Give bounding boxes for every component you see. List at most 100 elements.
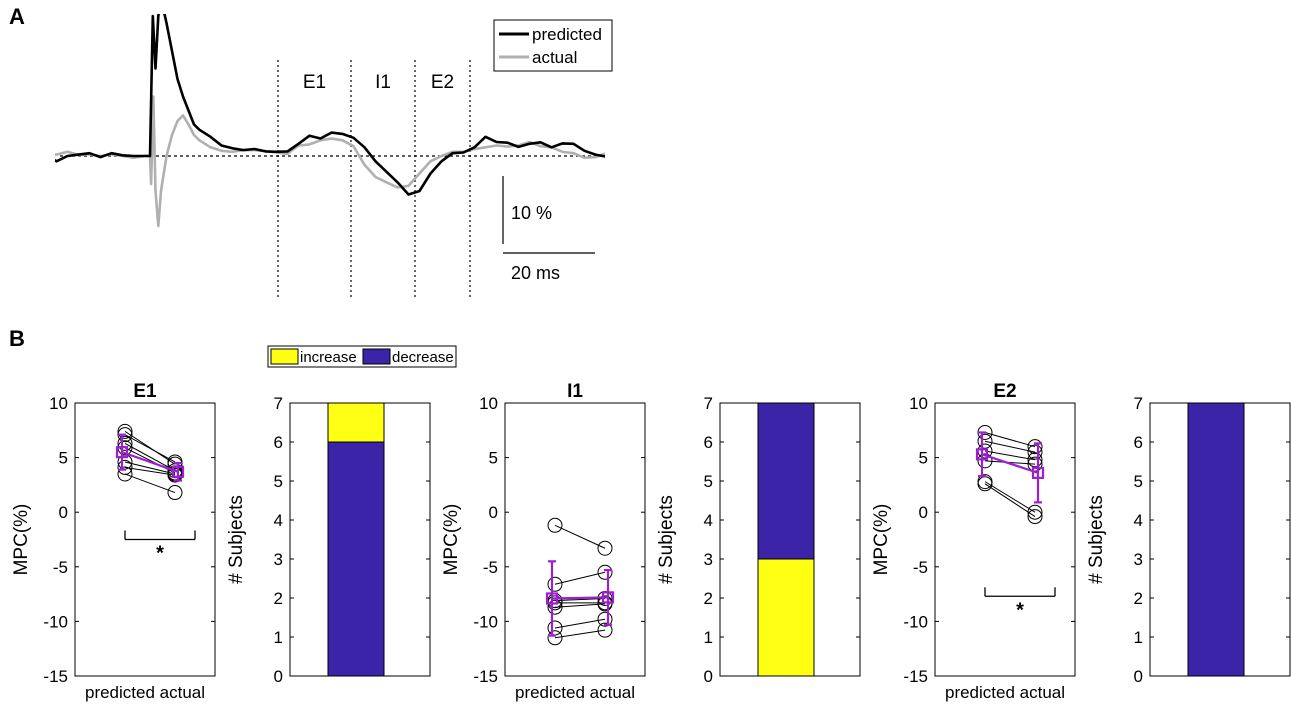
b-i1-count-ytick-label: 6 — [704, 433, 713, 452]
b-i1-count-bar-increase — [757, 558, 815, 677]
b-e1-ytick-label: 10 — [49, 394, 68, 413]
b-e2-subject-point-actual — [1027, 452, 1043, 468]
b-e1-subject-line-3 — [124, 442, 176, 472]
b-e2-title: E2 — [993, 381, 1016, 402]
b-e1-subject-point-predicted — [117, 435, 133, 451]
b-e1-subject-line-7 — [124, 473, 176, 494]
b-i1-ytick-label: -15 — [473, 667, 498, 686]
b-i1-ytick-label: 0 — [489, 503, 498, 522]
b-e1-count-ytick-label: 2 — [274, 589, 283, 608]
b-i1-mean-line — [551, 596, 609, 600]
b-i1-subject-point-predicted — [547, 630, 563, 646]
b-i1-subject-line-7 — [554, 629, 606, 639]
b-i1-subject-line-3 — [554, 597, 606, 602]
trace-predicted — [55, 14, 605, 196]
b-e1-significance-label: * — [156, 543, 164, 565]
legend-b-box — [267, 345, 457, 368]
b-e2-subject-line-2 — [984, 440, 1036, 453]
b-e2-subject-point-actual — [1027, 444, 1043, 460]
b-e2-axes-box — [934, 402, 1076, 677]
window-label-i1: I1 — [375, 72, 391, 93]
trace-actual — [55, 95, 605, 228]
b-e1-axes-box — [74, 402, 216, 677]
b-i1-subject-point-actual — [597, 611, 613, 627]
b-i1-xtick-labels: predicted actual — [515, 683, 635, 702]
legend-swatch-decrease — [362, 348, 391, 365]
b-e1-subject-point-predicted — [117, 423, 133, 439]
b-i1-subject-point-predicted — [547, 599, 563, 615]
b-i1-subject-line-2 — [554, 571, 606, 585]
b-e2-subject-point-actual — [1027, 509, 1043, 525]
b-i1-count-panel: 7 6 5 4 3 2 1 0 # Subjects — [656, 394, 861, 686]
b-e2-xtick-labels: predicted actual — [945, 683, 1065, 702]
b-e1-count-panel: 7 6 5 4 3 2 1 0 # Subjects — [226, 394, 431, 686]
b-i1-panel: 10 5 0 -5 -10 -15 MPC(%) I1 predicted actual — [441, 381, 646, 702]
b-i1-subject-line-5 — [554, 603, 606, 608]
b-e2-count-panel: 7 6 5 4 3 2 1 0 # Subjects — [1086, 394, 1291, 686]
b-e1-subject-line-2 — [124, 434, 176, 463]
b-e2-count-ytick-label: 5 — [1134, 472, 1143, 491]
b-e2-mean-line — [981, 453, 1039, 474]
b-e1-panel: 10 5 0 -5 -10 -15 MPC(%) E1 * predicted actual — [11, 381, 216, 702]
b-i1-axes-box — [504, 402, 646, 677]
panel-label-b: B — [9, 326, 25, 351]
b-i1-subject-point-predicted — [547, 517, 563, 533]
b-i1-title: I1 — [567, 381, 583, 402]
b-e2-ytick-label: 0 — [919, 503, 928, 522]
b-i1-count-ytick-label: 4 — [704, 511, 713, 530]
b-e2-count-ytick-label: 0 — [1134, 667, 1143, 686]
b-e2-panel: 10 5 0 -5 -10 -15 MPC(%) E2 * predicted actual — [871, 381, 1076, 702]
b-e2-ytick-label: -10 — [903, 612, 928, 631]
b-e1-mean-marker-predicted — [115, 446, 129, 459]
b-e1-ytick-label: 0 — [59, 503, 68, 522]
b-i1-count-ytick-label: 7 — [704, 394, 713, 413]
legend-a: predicted actual — [493, 19, 613, 72]
b-e1-count-ytick-label: 0 — [274, 667, 283, 686]
b-e1-subject-point-actual — [167, 485, 183, 501]
b-i1-subject-line-6 — [554, 618, 606, 629]
b-e2-ytick-label: -15 — [903, 667, 928, 686]
b-e1-subject-line-6 — [124, 466, 176, 476]
b-i1-subject-point-actual — [597, 622, 613, 638]
b-i1-subject-point-actual — [597, 540, 613, 556]
b-e1-count-ytick-label: 4 — [274, 511, 283, 530]
b-i1-ytick-label: -10 — [473, 612, 498, 631]
b-e2-subject-point-actual — [1027, 439, 1043, 455]
b-e2-mean-marker-actual — [1031, 466, 1045, 479]
legend-label-actual: actual — [532, 48, 577, 67]
b-e2-ytick-label: 10 — [909, 394, 928, 413]
b-e2-count-ytick-label: 1 — [1134, 628, 1143, 647]
b-e1-ylabel: MPC(%) — [11, 504, 32, 576]
b-i1-subject-point-actual — [597, 564, 613, 580]
scale-bar-y-label: 10 % — [511, 203, 552, 223]
b-e2-count-ytick-label: 6 — [1134, 433, 1143, 452]
legend-swatch-increase — [270, 348, 299, 365]
b-e1-ytick-label: -10 — [43, 612, 68, 631]
trace-panel-a: E1 I1 E2 10 % 20 ms predicted actual — [55, 14, 613, 298]
b-e1-ytick-label: 5 — [59, 449, 68, 468]
panel-label-a: A — [9, 4, 25, 29]
b-i1-ytick-label: -5 — [483, 558, 498, 577]
legend-label-increase: increase — [300, 349, 357, 366]
b-i1-count-ytick-label: 1 — [704, 628, 713, 647]
b-i1-ylabel: MPC(%) — [441, 504, 462, 576]
b-e1-count-ytick-label: 3 — [274, 550, 283, 569]
b-e1-title: E1 — [133, 381, 157, 402]
scale-bar-x-label: 20 ms — [511, 263, 560, 283]
b-e1-mean-line — [121, 451, 179, 473]
b-e1-count-ytick-label: 5 — [274, 472, 283, 491]
b-e1-subject-point-predicted — [117, 466, 133, 482]
b-e2-significance-label: * — [1016, 599, 1024, 621]
b-e1-count-bar-decrease — [327, 441, 385, 677]
b-i1-subject-point-predicted — [547, 576, 563, 592]
b-e2-subject-line-3 — [984, 450, 1036, 461]
b-i1-mean-marker-actual — [601, 591, 615, 604]
b-i1-subject-line-1 — [554, 524, 606, 549]
b-e2-subject-point-predicted — [977, 433, 993, 449]
b-e1-ytick-label: -5 — [53, 558, 68, 577]
b-e1-ytick-label: -15 — [43, 667, 68, 686]
b-e1-count-ytick-label: 7 — [274, 394, 283, 413]
b-e2-count-ylabel: # Subjects — [1086, 495, 1107, 584]
b-i1-count-ytick-label: 3 — [704, 550, 713, 569]
